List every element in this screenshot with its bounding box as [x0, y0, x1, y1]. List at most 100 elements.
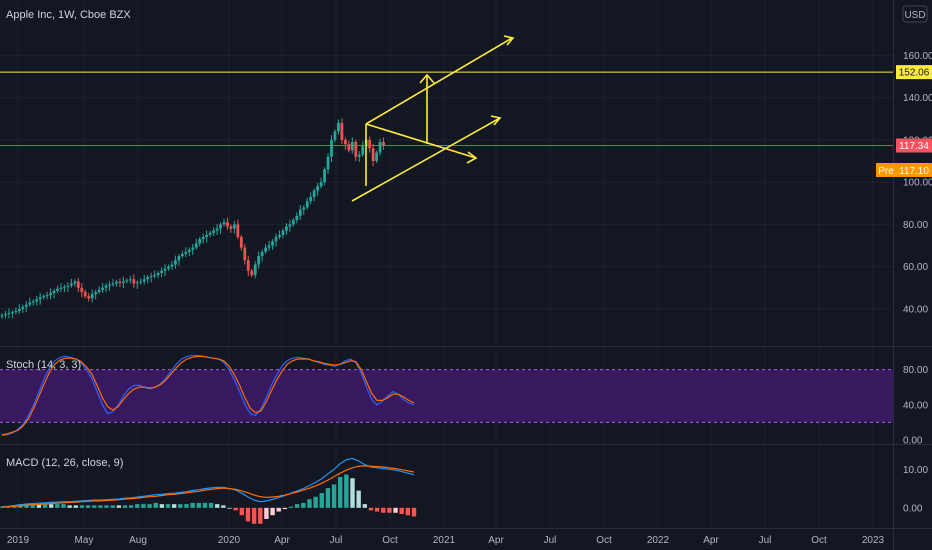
macd-histogram-bar: [190, 502, 195, 508]
macd-histogram-bar: [116, 505, 122, 508]
pre-badge-value: 117.10: [899, 166, 929, 177]
candle: [177, 253, 181, 266]
macd-histogram-bar: [350, 478, 355, 508]
macd-histogram-bar: [85, 505, 91, 508]
candle: [149, 272, 153, 283]
macd-histogram-bar: [374, 507, 380, 512]
macd-histogram-bar: [104, 505, 109, 508]
macd-histogram-bar: [393, 507, 398, 513]
candle: [94, 289, 98, 300]
candle: [250, 268, 254, 278]
candle: [31, 299, 35, 306]
time-tick-label: Jul: [330, 535, 343, 546]
candle: [45, 291, 49, 300]
pattern-drawing[interactable]: [351, 35, 515, 202]
candle: [38, 292, 42, 305]
candle: [49, 288, 52, 300]
time-tick-label: Jul: [759, 535, 772, 546]
candles: [0, 118, 385, 319]
time-tick-label: Apr: [703, 535, 719, 546]
macd-histogram-bar: [92, 505, 97, 508]
macd-tick-label: 0.00: [903, 503, 923, 514]
macd-histogram-bar: [215, 504, 220, 508]
candle: [128, 275, 132, 284]
candle: [357, 151, 361, 163]
macd-histogram-bar: [331, 484, 337, 508]
macd-histogram-bar: [294, 504, 300, 508]
candle: [142, 274, 146, 285]
stoch-tick-label: 40.00: [903, 400, 928, 411]
candle: [278, 230, 281, 240]
macd-histogram-bar: [362, 504, 368, 508]
last-price-badge-text: 117.34: [899, 141, 929, 152]
macd-histogram-bar: [245, 507, 251, 522]
macd-histogram-bar: [258, 507, 263, 524]
macd-histogram-bar: [24, 504, 29, 508]
macd-histogram-bar: [73, 505, 78, 508]
candle: [59, 283, 63, 292]
macd-histogram-bar: [30, 504, 35, 508]
macd-histogram-bar: [61, 504, 66, 508]
candle: [42, 294, 46, 300]
price-tick-label: 40.00: [903, 304, 928, 315]
macd-histogram-bar: [42, 504, 48, 508]
stoch-pane: [1, 354, 415, 437]
macd-histogram-bar: [208, 502, 214, 508]
candle: [139, 278, 143, 285]
currency-button[interactable]: [902, 5, 928, 23]
price-tick-label: 80.00: [903, 220, 928, 231]
time-tick-label: 2022: [647, 535, 670, 546]
macd-histogram-bar: [301, 502, 306, 508]
stoch-title: Stoch (14, 3, 3): [6, 359, 81, 371]
candle: [316, 182, 320, 196]
pre-badge-label: Pre: [878, 166, 894, 177]
candle: [35, 295, 39, 306]
macd-histogram-bar: [98, 505, 103, 508]
macd-histogram-bar: [356, 490, 361, 508]
candle: [121, 276, 125, 289]
macd-histogram-bar: [67, 505, 72, 508]
candle: [319, 177, 323, 189]
level-badge-text: 152.06: [899, 68, 930, 79]
triangle-lower-line[interactable]: [351, 117, 501, 202]
candle: [330, 135, 333, 163]
macd-histogram-bar: [141, 504, 146, 508]
macd-histogram-bar: [178, 504, 183, 508]
candle: [194, 238, 198, 250]
macd-histogram-bar: [387, 507, 392, 513]
candle: [56, 285, 59, 294]
candle: [281, 228, 285, 239]
candle: [264, 244, 268, 254]
pre-badge: [896, 163, 932, 177]
candle: [118, 278, 122, 288]
currency-label: USD: [904, 10, 925, 21]
time-tick-label: 2021: [433, 535, 456, 546]
candle: [11, 310, 14, 319]
macd-histogram-bar: [79, 505, 85, 508]
macd-histogram-bar: [344, 474, 349, 508]
candle: [253, 261, 257, 279]
macd-histogram-bar: [307, 499, 312, 508]
macd-histogram-bar: [319, 493, 324, 508]
time-tick-label: 2023: [862, 535, 885, 546]
macd-histogram-bar: [405, 507, 411, 516]
time-tick-label: Aug: [129, 535, 147, 546]
candle: [305, 197, 309, 210]
triangle-upper-line[interactable]: [365, 123, 477, 159]
candle: [291, 218, 295, 227]
candle: [180, 250, 184, 259]
candle: [125, 278, 129, 284]
macd-histogram-bar: [325, 488, 331, 508]
macd-histogram-bar: [147, 504, 152, 508]
candle: [73, 279, 77, 287]
candle: [0, 313, 4, 319]
candle: [354, 139, 358, 161]
candle: [80, 283, 84, 298]
candle: [156, 270, 160, 279]
candle: [66, 282, 70, 292]
macd-histogram-bar: [270, 507, 275, 516]
channel-upper-line[interactable]: [365, 37, 513, 125]
macd-histogram-bar: [282, 507, 288, 510]
